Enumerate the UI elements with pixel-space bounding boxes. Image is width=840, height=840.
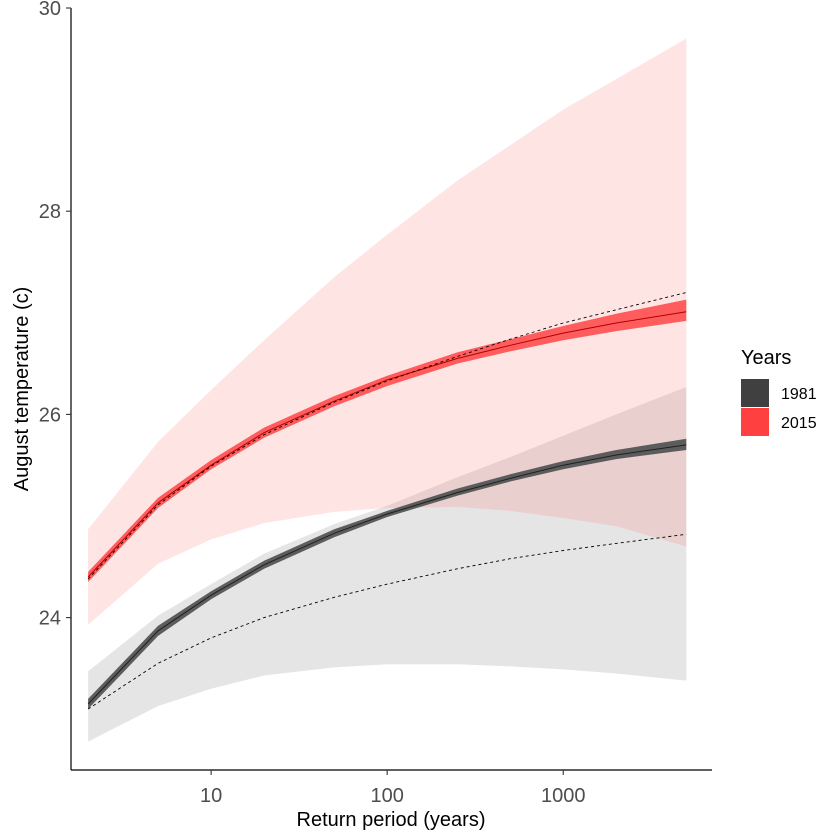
legend-label-1981: 1981 [781, 386, 817, 403]
legend-label-2015: 2015 [781, 415, 817, 432]
legend-key-1981 [741, 379, 769, 407]
ci-band-1981 [88, 387, 687, 742]
y-tick-label: 26 [39, 404, 61, 426]
y-tick-label: 28 [39, 201, 61, 223]
legend-title: Years [741, 347, 791, 369]
y-tick-label: 24 [39, 608, 61, 630]
legend: Years 1981 2015 [741, 347, 817, 436]
fit-band-2015 [88, 299, 687, 582]
y-ticks: 24 26 28 30 [39, 0, 71, 630]
legend-key-2015 [741, 408, 769, 436]
plot-area [87, 38, 687, 742]
axes [70, 8, 712, 771]
x-tick-label: 1000 [541, 785, 586, 807]
x-ticks: 10 100 1000 [200, 770, 585, 807]
x-axis-title: Return period (years) [297, 809, 486, 831]
dashed-line-2015 [87, 292, 687, 580]
x-tick-label: 100 [370, 785, 403, 807]
ci-band-2015 [88, 38, 687, 625]
dashed-line-1981 [87, 533, 687, 710]
x-tick-label: 10 [200, 785, 222, 807]
fit-line-1981 [87, 444, 687, 705]
y-axis-title: August temperature (c) [11, 287, 33, 492]
y-tick-label: 30 [39, 0, 61, 20]
fit-line-2015 [87, 311, 687, 578]
